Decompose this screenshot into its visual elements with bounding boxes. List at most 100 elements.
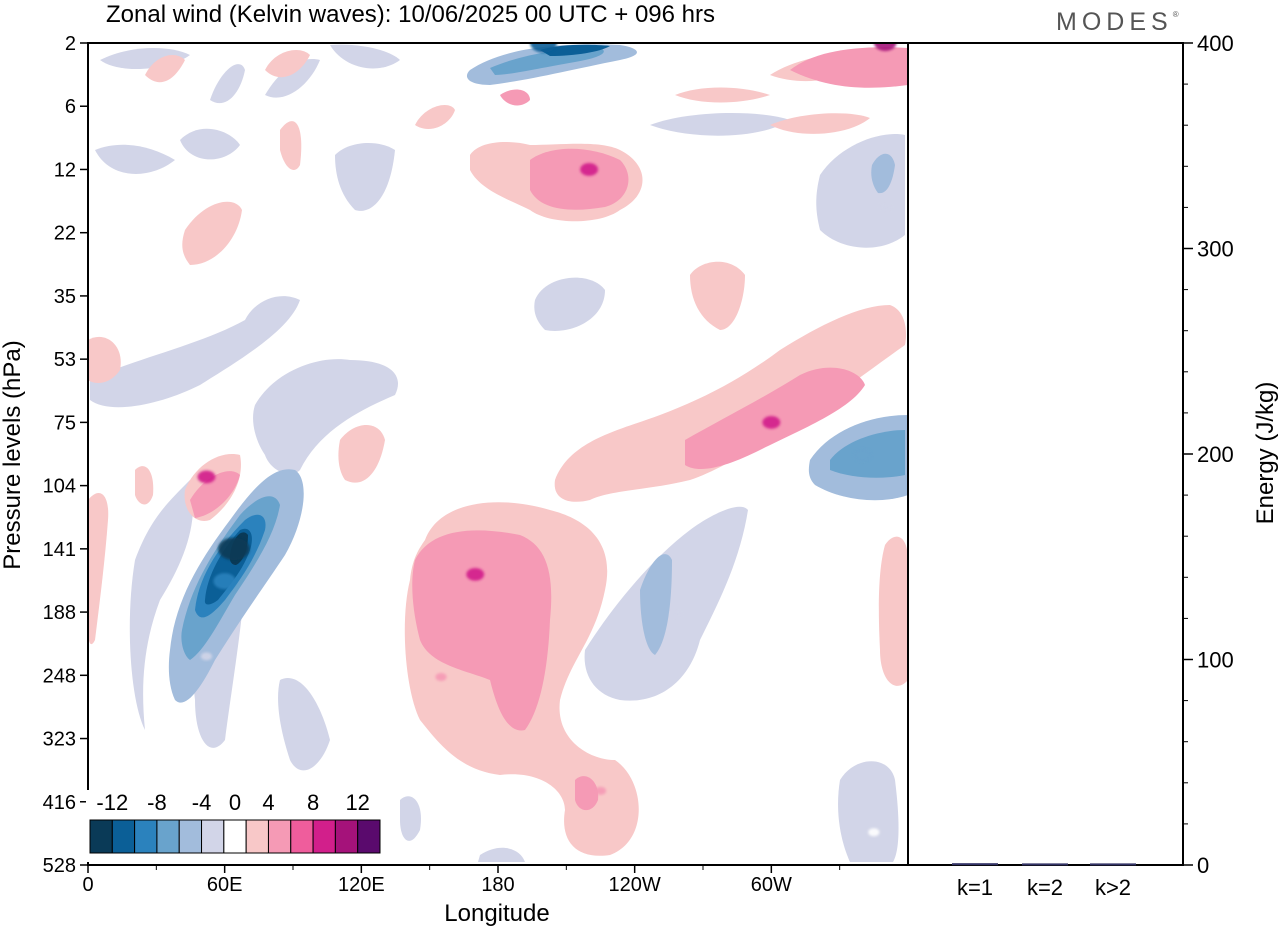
energy-tick-label: 100 — [1197, 648, 1234, 673]
modes-logo: MODES® — [1056, 8, 1179, 36]
colorbar-swatch — [156, 819, 180, 854]
energy-bar-k>2 — [1090, 863, 1136, 866]
energy-bar-k=1 — [952, 863, 998, 866]
colorbar-label: 12 — [345, 790, 369, 815]
negative-contour-light — [90, 296, 300, 408]
colorbar: -12 -8 -4 0 4 8 12 — [86, 790, 384, 862]
feature-neg-2 — [200, 652, 213, 661]
energy-tick-label: 200 — [1197, 442, 1234, 467]
positive-contour-light — [88, 336, 121, 383]
energy-tick-label: 400 — [1197, 31, 1234, 56]
negative-contour-light — [180, 128, 240, 160]
negative-contour-light — [335, 143, 395, 211]
y-tick-label: 141 — [43, 539, 76, 561]
y-tick-label: 35 — [54, 286, 76, 308]
contour-field — [88, 43, 908, 862]
colorbar-swatch — [312, 819, 336, 854]
negative-contour-light — [400, 796, 421, 841]
positive-contour-mid — [412, 530, 552, 731]
negative-contour-light — [330, 44, 400, 69]
feature-pos-12 — [197, 470, 216, 484]
feature-neg-1 — [213, 573, 236, 590]
negative-contour-light — [95, 144, 175, 174]
positive-contour-light — [145, 55, 185, 83]
negative-contour-light — [265, 59, 320, 98]
energy-bar-label: k>2 — [1095, 875, 1131, 900]
feature-pos-14 — [594, 786, 607, 795]
feature-neg-5 — [670, 610, 682, 619]
x-tick-label: 60W — [751, 874, 792, 896]
feature-neg-4 — [853, 448, 872, 462]
colorbar-label: -12 — [96, 790, 128, 815]
colorbar-swatch — [178, 819, 203, 854]
colorbar-label: -8 — [147, 790, 167, 815]
y-tick-label: 528 — [43, 855, 76, 877]
negative-contour-light — [129, 480, 194, 730]
axes: 0 60E 120E 180 120W 60W 2 6 12 22 35 53 75 104 141 188 2… — [43, 33, 1184, 896]
feature-pos-8 — [466, 568, 485, 581]
colorbar-swatch — [267, 819, 292, 854]
energy-bar-label: k=1 — [957, 875, 993, 900]
energy-tick-label: 0 — [1197, 853, 1209, 878]
feature-pos-13 — [874, 43, 897, 51]
positive-contour-mid — [530, 148, 629, 210]
positive-contour-light — [675, 87, 770, 103]
negative-contour-light — [816, 134, 905, 248]
positive-contour-light — [182, 201, 242, 265]
feature-neg-3 — [530, 43, 557, 53]
colorbar-label: 0 — [229, 790, 241, 815]
y-tick-label: 6 — [65, 96, 76, 118]
positive-contour-mid — [500, 89, 530, 106]
positive-contour-light — [878, 536, 908, 686]
y-tick-label: 323 — [43, 729, 76, 751]
negative-contour-mid — [871, 153, 895, 194]
x-tick-label: 180 — [481, 874, 514, 896]
positive-contour-mid — [575, 776, 599, 811]
colorbar-swatch — [134, 819, 158, 854]
positive-contour-light — [415, 105, 455, 130]
y-tick-label: 53 — [54, 349, 76, 371]
energy-frame — [907, 42, 1184, 866]
positive-contour-light — [770, 113, 870, 134]
x-tick-label: 60E — [207, 874, 243, 896]
energy-bar-label: k=2 — [1027, 875, 1063, 900]
positive-contour-light — [280, 121, 302, 170]
y-axis-label: Pressure levels (hPa) — [0, 340, 26, 569]
x-tick-label: 120W — [609, 874, 661, 896]
colorbar-swatch — [334, 819, 359, 854]
positive-contour-light — [265, 50, 310, 78]
feature-neg-7 — [868, 828, 880, 837]
negative-contour-light — [650, 113, 790, 136]
positive-contour-light — [554, 305, 907, 502]
negative-contour-strong — [540, 44, 610, 56]
colorbar-swatch — [201, 819, 225, 854]
x-tick-label: 0 — [82, 874, 93, 896]
colorbar-label: -4 — [192, 790, 212, 815]
feature-pos-11 — [762, 415, 781, 429]
colorbar-swatch — [89, 819, 113, 854]
y-tick-label: 75 — [54, 412, 76, 434]
y-tick-label: 22 — [54, 223, 76, 245]
feature-pos-10 — [580, 163, 599, 176]
positive-contour-light — [88, 492, 109, 645]
positive-contour-light — [690, 261, 745, 330]
positive-contour-mid — [190, 471, 240, 518]
positive-contour-light — [135, 466, 154, 505]
positive-contour-light — [338, 425, 385, 483]
y-tick-label: 248 — [43, 665, 76, 687]
negative-contour-light — [534, 277, 605, 331]
y-tick-label: 12 — [54, 159, 76, 181]
colorbar-swatch — [357, 819, 381, 854]
colorbar-swatch — [223, 819, 247, 854]
feature-neg-0 — [218, 537, 250, 561]
chart-title: Zonal wind (Kelvin waves): 10/06/2025 00… — [106, 1, 715, 28]
negative-contour-light — [210, 64, 245, 104]
negative-contour-light — [838, 761, 899, 862]
colorbar-label: 8 — [307, 790, 319, 815]
y-tick-label: 188 — [43, 602, 76, 624]
energy-panel: 0 100 200 300 400 k=1 k=2 k>2 — [952, 31, 1234, 900]
positive-contour-mid — [790, 47, 908, 88]
negative-contour-light — [478, 847, 525, 862]
energy-axis-label: Energy (J/kg) — [1252, 382, 1279, 525]
